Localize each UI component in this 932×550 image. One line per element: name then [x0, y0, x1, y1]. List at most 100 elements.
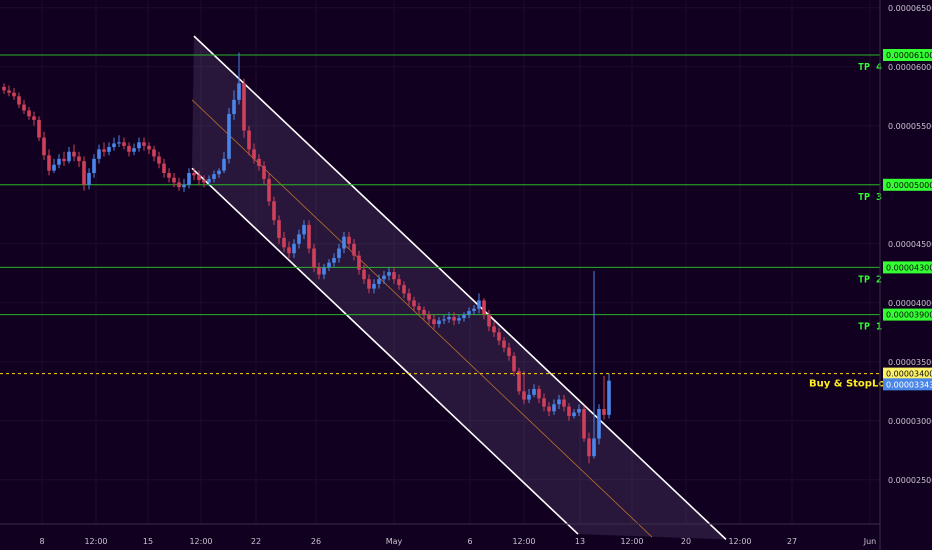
candle	[547, 401, 551, 417]
descending-channel[interactable]	[191, 35, 727, 540]
candle-body	[267, 178, 271, 202]
candle-body	[522, 391, 526, 400]
candle	[147, 142, 151, 155]
candle-body	[302, 224, 306, 235]
level-price-tag	[883, 178, 932, 191]
candle	[542, 393, 546, 412]
candle-body	[512, 355, 516, 372]
candle	[597, 404, 601, 445]
candle-body	[127, 145, 131, 152]
candle-body	[472, 308, 476, 312]
candle	[232, 90, 236, 120]
candle	[2, 83, 6, 94]
candle-body	[427, 314, 431, 320]
channel-middle-line[interactable]	[191, 99, 653, 538]
candle-body	[152, 149, 156, 157]
candle-body	[587, 438, 591, 457]
candle	[447, 312, 451, 323]
buy-stoploss-line[interactable]: Buy & StopLoss	[0, 373, 897, 390]
candle-body	[252, 149, 256, 159]
price-tick-label: 0.00006500	[888, 4, 932, 13]
candle	[227, 108, 231, 164]
candle-body	[297, 234, 301, 244]
candle	[22, 99, 26, 114]
candle	[357, 250, 361, 275]
candle	[302, 220, 306, 240]
candle-body	[417, 306, 421, 310]
candle	[312, 243, 316, 273]
candle	[452, 312, 456, 326]
candle-body	[332, 257, 336, 263]
candle	[587, 432, 591, 464]
candle	[62, 151, 66, 166]
candle	[427, 311, 431, 325]
candle-body	[12, 92, 16, 97]
candle-body	[367, 279, 371, 289]
candle-body	[347, 236, 351, 244]
candle-body	[442, 319, 446, 321]
candle	[192, 168, 196, 181]
candle-body	[177, 182, 181, 188]
candle	[532, 384, 536, 398]
candle-body	[317, 267, 321, 275]
candle-body	[437, 320, 441, 325]
take-profit-levels[interactable]: TP 4 TP 3 TP 2 TP 1	[0, 54, 882, 333]
candle-body	[282, 237, 286, 248]
candle-body	[462, 314, 466, 319]
candle	[262, 161, 266, 185]
candle-body	[382, 275, 386, 280]
candle-body	[192, 173, 196, 176]
candle-body	[492, 326, 496, 333]
candle-body	[247, 130, 251, 150]
candle	[582, 405, 586, 443]
channel-lower-line[interactable]	[191, 167, 579, 535]
level-price-tag-text: 0.00004300	[886, 263, 932, 272]
candle	[502, 337, 506, 353]
candle	[52, 158, 56, 173]
candle-body	[97, 149, 101, 159]
candle	[297, 229, 301, 249]
candle	[477, 293, 481, 314]
candle	[132, 143, 136, 156]
candle	[347, 232, 351, 249]
candle-body	[237, 83, 241, 100]
candle-body	[172, 177, 176, 183]
time-tick-label: 12:00	[84, 537, 107, 546]
current-price-tag	[883, 378, 932, 391]
candle-body	[312, 248, 316, 268]
candle	[237, 52, 241, 105]
candle	[67, 147, 71, 164]
candle	[122, 137, 126, 150]
price-tick-label: 0.00002500	[888, 476, 932, 485]
candle-body	[457, 318, 461, 321]
candle	[42, 131, 46, 161]
candle-body	[27, 110, 31, 117]
candle	[412, 296, 416, 312]
candle-body	[292, 243, 296, 254]
candle	[342, 232, 346, 254]
candle	[182, 178, 186, 192]
channel-upper-line[interactable]	[193, 35, 727, 540]
buy-price-tag	[883, 367, 932, 380]
candle-body	[542, 398, 546, 407]
candle-body	[17, 96, 21, 105]
candle-body	[362, 269, 366, 280]
candle	[142, 137, 146, 151]
candle	[572, 409, 576, 419]
candle	[212, 170, 216, 183]
candle-body	[187, 173, 191, 185]
candle	[407, 288, 411, 306]
candle	[492, 321, 496, 338]
candle	[242, 78, 246, 138]
candle	[517, 367, 521, 395]
candle	[497, 327, 501, 346]
candle-body	[497, 332, 501, 341]
time-tick-label: Jun	[863, 537, 877, 546]
candle	[222, 151, 226, 173]
time-axis[interactable]: 8 12:00 15 12:00 22 26 May 6 12:00 13 12:00 20 12:00…	[39, 537, 876, 546]
price-axis[interactable]: 0.00006500 0.00006000 0.00005500 0.00004500…	[888, 4, 932, 485]
candle-body	[257, 158, 261, 166]
candle-body	[277, 220, 281, 238]
